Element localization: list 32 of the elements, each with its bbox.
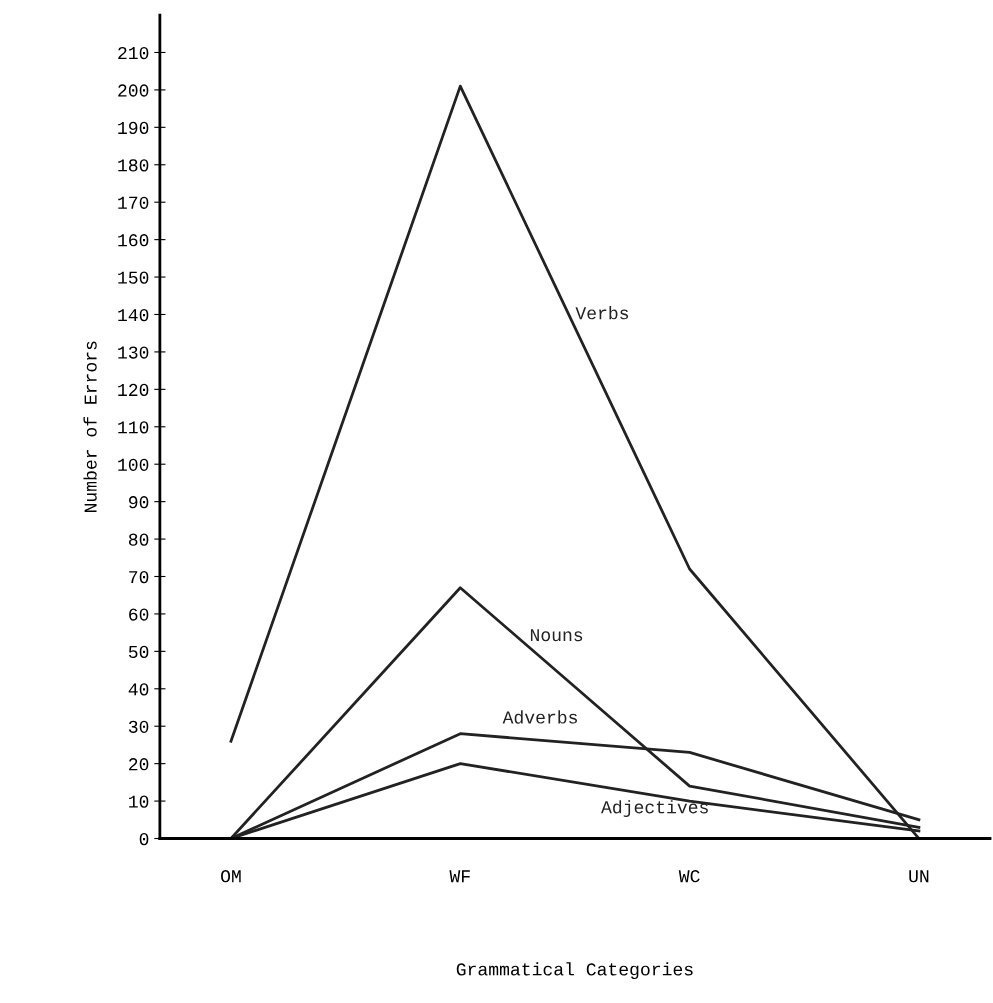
y-tick-label: 40 (128, 683, 149, 696)
y-tick-label: 190 (118, 121, 149, 135)
y-tick-label: 100 (118, 458, 149, 471)
y-axis-title: Number of Errors (83, 341, 97, 513)
x-tick-label: UN (909, 870, 929, 883)
y-tick-label: 200 (118, 84, 149, 97)
y-tick-label: 80 (128, 533, 149, 546)
y-tick-label: 50 (128, 645, 149, 659)
y-tick-label: 30 (128, 720, 149, 733)
y-tick-label: 130 (118, 346, 149, 359)
y-tick-label: 20 (129, 758, 149, 771)
x-tick-label: OM (221, 870, 241, 883)
y-tick-label: 210 (118, 46, 149, 60)
x-tick-label: WC (678, 870, 700, 883)
y-tick-label: 120 (118, 383, 149, 397)
series-label: Verbs (575, 306, 629, 320)
y-tick-label: 110 (118, 421, 149, 434)
y-tick-label: 170 (118, 196, 149, 209)
series-label: Adverbs (502, 710, 577, 724)
y-tick-label: 90 (129, 496, 149, 509)
x-axis-title: Grammatical Categories (456, 962, 693, 980)
series-label: Nouns (530, 629, 583, 642)
y-tick-label: 10 (129, 795, 149, 808)
y-tick-label: 70 (129, 570, 149, 584)
y-tick-label: 60 (129, 608, 149, 621)
y-tick-label: 150 (118, 271, 149, 284)
y-tick-label: 0 (139, 832, 149, 846)
y-tick-label: 160 (118, 234, 149, 247)
series-label: Adjectives (601, 800, 708, 817)
y-tick-label: 140 (118, 308, 149, 322)
x-tick-label: WF (449, 870, 470, 883)
y-tick-label: 180 (118, 159, 149, 172)
